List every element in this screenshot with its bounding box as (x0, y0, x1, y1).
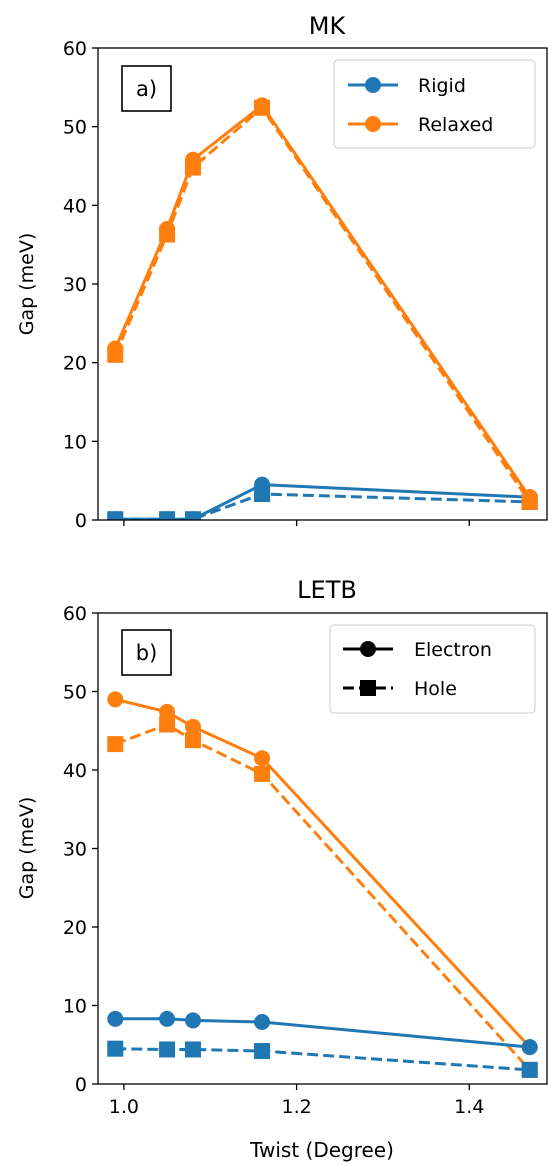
y-tick-label: 30 (63, 839, 87, 861)
data-point-electron (184, 1012, 201, 1029)
legend-label-relaxed: Relaxed (418, 114, 493, 136)
y-tick-label: 60 (63, 38, 87, 60)
data-point-hole (159, 1041, 176, 1058)
panel-label: a) (136, 77, 157, 101)
x-tick-label: 1.0 (109, 1096, 139, 1118)
data-point-electron (107, 1010, 124, 1027)
legend-marker-electron (360, 641, 376, 657)
y-ticks: 0 10 20 30 40 50 60 (63, 38, 98, 532)
data-point-hole (184, 159, 201, 176)
legend: Rigid Relaxed (333, 59, 536, 149)
series-line-hole-rigid (115, 492, 530, 520)
data-point-hole (254, 1043, 271, 1060)
data-point-hole (254, 765, 271, 782)
series-line-electron-rigid (115, 483, 530, 520)
y-tick-label: 40 (63, 195, 87, 217)
y-tick-label: 10 (63, 996, 87, 1018)
data-point-electron (107, 691, 124, 708)
chart-title: LETB (297, 576, 357, 604)
data-point-hole (159, 511, 176, 520)
plot-frame (97, 612, 548, 1085)
legend-label-hole: Hole (414, 678, 457, 700)
y-tick-label: 40 (63, 760, 87, 782)
data-point-hole (521, 493, 538, 510)
x-tick-label: 1.4 (454, 1096, 484, 1118)
data-point-hole (107, 1040, 124, 1057)
y-tick-label: 10 (63, 431, 87, 453)
data-point-hole (184, 511, 201, 520)
series-line-electron-rigid (115, 1017, 530, 1049)
x-axis-label: Twist (Degree) (249, 1138, 394, 1162)
panel-letb: LETB Gap (meV) Twist (Degree) 0 10 20 30 40 5… (16, 576, 548, 1162)
x-tick-label: 1.2 (281, 1096, 311, 1118)
series-line-electron-relaxed (114, 697, 531, 1049)
y-tick-label: 20 (63, 353, 87, 375)
data-point-hole (521, 1061, 538, 1078)
y-tick-label: 50 (63, 682, 87, 704)
data-point-hole (254, 486, 271, 503)
x-ticks (123, 520, 470, 526)
data-point-electron (184, 718, 201, 735)
legend-label-rigid: Rigid (418, 75, 466, 97)
legend-label-electron: Electron (414, 639, 492, 661)
series-layer (107, 97, 538, 520)
data-point-electron (521, 1039, 538, 1056)
series-line-hole-relaxed (113, 105, 531, 503)
data-point-hole (107, 346, 124, 363)
x-ticks: 1.0 1.2 1.4 (109, 1084, 484, 1118)
data-point-hole (184, 732, 201, 749)
y-tick-label: 20 (63, 917, 87, 939)
data-point-hole (159, 716, 176, 733)
series-line-hole-rigid (115, 1047, 530, 1072)
panel-label-box: a) (121, 65, 172, 112)
legend-marker-hole (360, 680, 376, 696)
data-point-electron (159, 703, 176, 720)
data-point-hole (184, 1041, 201, 1058)
y-ticks: 0 10 20 30 40 50 60 (63, 603, 98, 1096)
chart-title: MK (309, 12, 347, 40)
data-point-hole (107, 511, 124, 520)
plot-frame (97, 47, 548, 521)
y-tick-label: 50 (63, 117, 87, 139)
y-tick-label: 0 (75, 1074, 87, 1096)
legend-marker-relaxed (365, 116, 381, 132)
series-line-electron-relaxed (113, 103, 531, 499)
panel-label-box: b) (121, 629, 172, 676)
series-layer (107, 691, 538, 1078)
panel-mk: MK Gap (meV) 0 10 20 30 40 50 60 a) Rigid Rela… (16, 12, 548, 532)
data-point-hole (159, 226, 176, 243)
data-point-hole (254, 99, 271, 116)
y-axis-label: Gap (meV) (16, 797, 38, 900)
data-point-electron (254, 750, 271, 767)
data-point-electron (254, 1013, 271, 1030)
y-tick-label: 60 (63, 603, 87, 625)
y-tick-label: 0 (75, 510, 87, 532)
legend: Electron Hole (329, 624, 536, 714)
data-point-electron (159, 1010, 176, 1027)
data-point-hole (107, 736, 124, 753)
y-tick-label: 30 (63, 274, 87, 296)
legend-marker-rigid (365, 77, 381, 93)
panel-label: b) (136, 641, 158, 665)
y-axis-label: Gap (meV) (16, 233, 38, 336)
